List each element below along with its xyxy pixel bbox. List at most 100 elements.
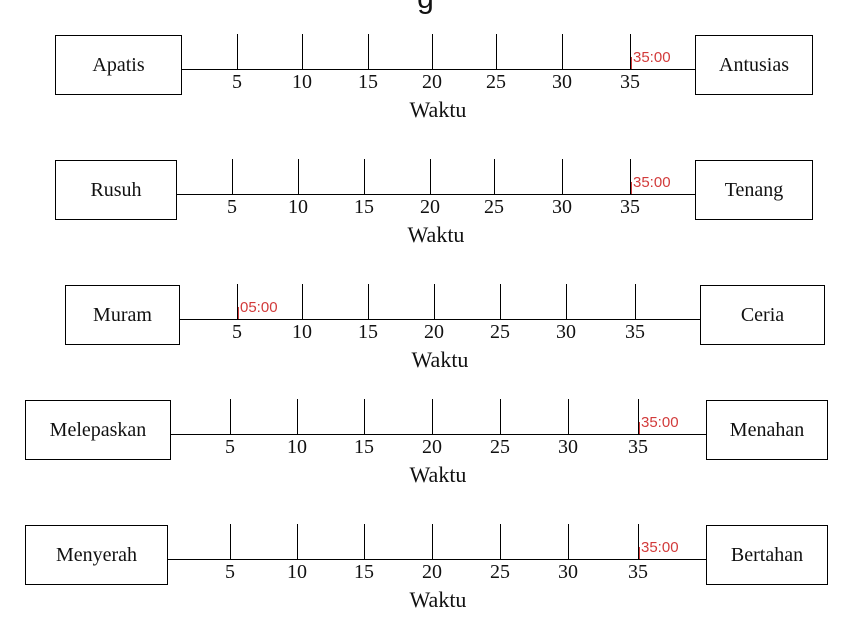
tick-label: 30 <box>556 321 576 343</box>
tick-mark <box>237 34 238 69</box>
axis-title-waktu: Waktu <box>411 347 469 372</box>
tick-mark <box>298 159 299 194</box>
tick-label: 25 <box>490 321 510 343</box>
tick-mark <box>566 284 567 319</box>
scale-row: Melepaskan Menahan 5 10 15 20 25 30 35 Waktu 35:00 <box>0 399 851 510</box>
tick-label: 35 <box>628 561 648 583</box>
tick-mark <box>434 284 435 319</box>
tick-label: 5 <box>227 196 237 218</box>
tick-label: 35 <box>620 71 640 93</box>
tick-mark <box>368 284 369 319</box>
tick-label: 30 <box>558 436 578 458</box>
tick-mark <box>368 34 369 69</box>
tick-label: 10 <box>292 71 312 93</box>
scale-row: Rusuh Tenang 5 10 15 20 25 30 35 Waktu 35:00 <box>0 159 851 270</box>
tick-mark <box>432 524 433 559</box>
tick-mark <box>237 284 238 319</box>
tick-mark <box>562 159 563 194</box>
tick-mark <box>494 159 495 194</box>
tick-mark <box>432 34 433 69</box>
tick-mark <box>364 524 365 559</box>
right-label-box: Ceria <box>700 285 825 345</box>
tick-label: 15 <box>358 71 378 93</box>
tick-mark <box>500 284 501 319</box>
right-label-box: Bertahan <box>706 525 828 585</box>
tick-label: 25 <box>490 561 510 583</box>
time-marker-label: 35:00 <box>641 539 679 556</box>
tick-label: 25 <box>490 436 510 458</box>
left-label-box: Muram <box>65 285 180 345</box>
time-marker <box>238 307 239 319</box>
tick-mark <box>500 524 501 559</box>
right-label-box: Antusias <box>695 35 813 95</box>
tick-label: 30 <box>552 71 572 93</box>
axis-title-waktu: Waktu <box>409 462 467 487</box>
tick-label: 10 <box>287 436 307 458</box>
axis-title-waktu: Waktu <box>409 97 467 122</box>
tick-label: 10 <box>287 561 307 583</box>
tick-mark <box>568 399 569 434</box>
scale-row: Apatis Antusias 5 10 15 20 25 30 35 Waktu 35:00 <box>0 34 851 145</box>
tick-mark <box>364 399 365 434</box>
right-label-box: Tenang <box>695 160 813 220</box>
time-axis-line <box>177 194 695 195</box>
tick-mark <box>562 34 563 69</box>
tick-mark <box>232 159 233 194</box>
left-label-box: Apatis <box>55 35 182 95</box>
tick-label: 20 <box>424 321 444 343</box>
time-axis-line <box>182 69 695 70</box>
tick-mark <box>635 284 636 319</box>
tick-mark <box>230 524 231 559</box>
tick-mark <box>638 399 639 434</box>
axis-title-waktu: Waktu <box>407 222 465 247</box>
tick-label: 5 <box>232 71 242 93</box>
left-label-box: Melepaskan <box>25 400 171 460</box>
time-marker-label: 35:00 <box>633 174 671 191</box>
tick-label: 25 <box>486 71 506 93</box>
time-marker-label: 05:00 <box>240 299 278 316</box>
tick-mark <box>297 399 298 434</box>
tick-mark <box>500 399 501 434</box>
tick-mark <box>230 399 231 434</box>
tick-label: 30 <box>552 196 572 218</box>
tick-label: 20 <box>422 561 442 583</box>
time-axis-line <box>171 434 706 435</box>
tick-label: 5 <box>232 321 242 343</box>
tick-label: 15 <box>354 561 374 583</box>
time-axis-line <box>168 559 706 560</box>
tick-mark <box>496 34 497 69</box>
time-marker-label: 35:00 <box>641 414 679 431</box>
time-marker <box>631 182 632 194</box>
tick-mark <box>297 524 298 559</box>
tick-mark <box>302 284 303 319</box>
time-marker <box>631 57 632 69</box>
tick-mark <box>302 34 303 69</box>
time-marker <box>639 422 640 434</box>
tick-label: 35 <box>620 196 640 218</box>
tick-mark <box>630 34 631 69</box>
tick-mark <box>630 159 631 194</box>
tick-label: 25 <box>484 196 504 218</box>
time-marker-label: 35:00 <box>633 49 671 66</box>
tick-label: 10 <box>288 196 308 218</box>
tick-label: 15 <box>354 196 374 218</box>
tick-label: 35 <box>628 436 648 458</box>
axis-title-waktu: Waktu <box>409 587 467 612</box>
scale-row: Menyerah Bertahan 5 10 15 20 25 30 35 Waktu 35:00 <box>0 524 851 635</box>
tick-mark <box>430 159 431 194</box>
tick-label: 5 <box>225 436 235 458</box>
tick-label: 30 <box>558 561 578 583</box>
left-label-box: Menyerah <box>25 525 168 585</box>
tick-label: 5 <box>225 561 235 583</box>
tick-label: 15 <box>354 436 374 458</box>
tick-label: 20 <box>422 436 442 458</box>
right-label-box: Menahan <box>706 400 828 460</box>
tick-mark <box>364 159 365 194</box>
tick-label: 10 <box>292 321 312 343</box>
tick-mark <box>568 524 569 559</box>
tick-label: 20 <box>422 71 442 93</box>
time-marker <box>639 547 640 559</box>
tick-label: 35 <box>625 321 645 343</box>
scale-row: Muram Ceria 5 10 15 20 25 30 35 Waktu 05:00 <box>0 284 851 395</box>
